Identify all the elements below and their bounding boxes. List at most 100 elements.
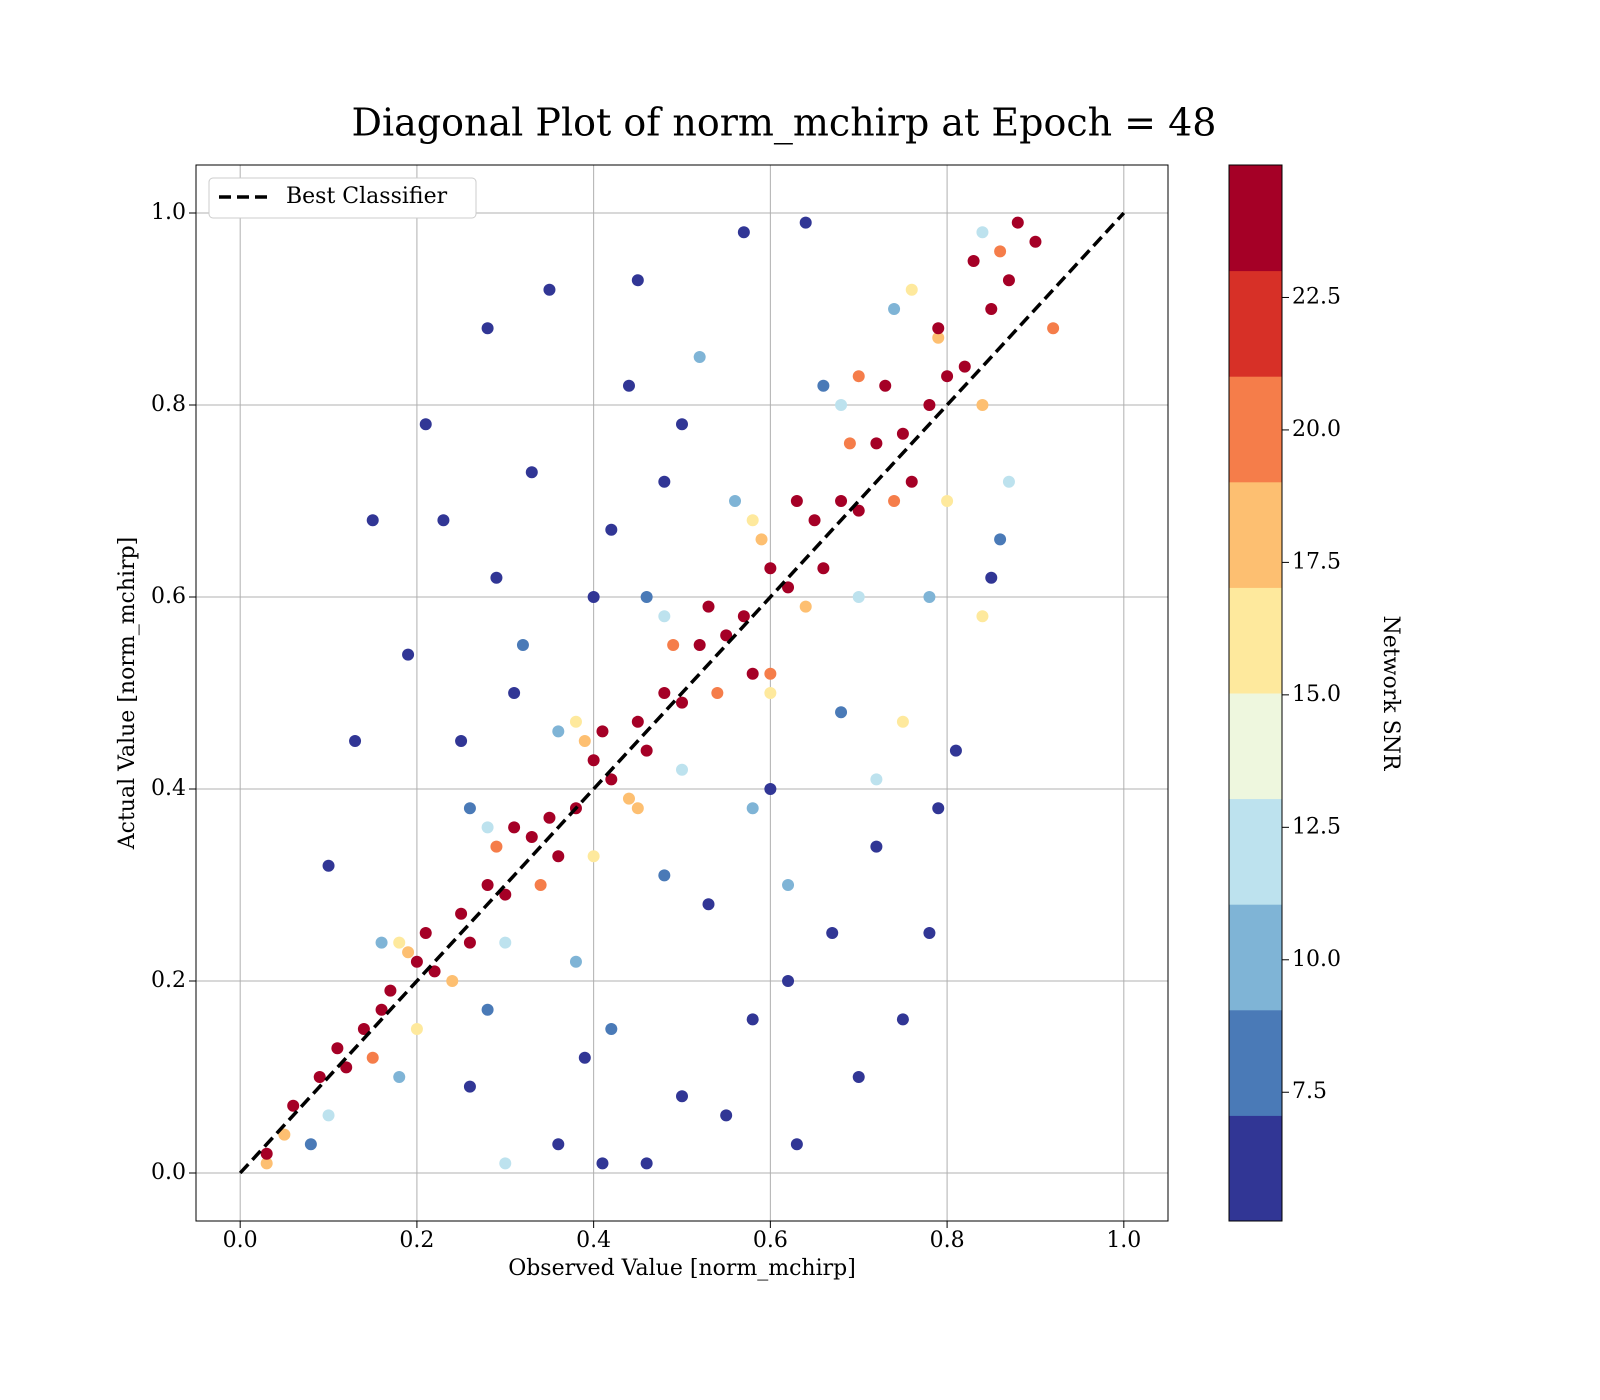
scatter-point [905, 475, 918, 488]
colorbar-segment [1229, 270, 1282, 377]
scatter-point [596, 1157, 609, 1170]
scatter-point [720, 629, 733, 642]
scatter-point [605, 773, 618, 786]
scatter-point [923, 927, 936, 939]
scatter-point [1029, 235, 1042, 248]
scatter-point [499, 888, 512, 901]
scatter-point [702, 898, 715, 911]
scatter-point [304, 1138, 317, 1151]
y-tick-label: 0.2 [151, 968, 186, 993]
scatter-point [994, 533, 1007, 546]
scatter-point [976, 610, 989, 623]
scatter-point [896, 1013, 909, 1026]
scatter-point [419, 927, 432, 939]
scatter-point [569, 955, 582, 968]
scatter-point [410, 955, 423, 968]
scatter-point [508, 687, 521, 699]
scatter-point [463, 802, 476, 815]
legend-box [208, 177, 477, 219]
scatter-point [985, 303, 998, 315]
scatter-point [737, 226, 750, 239]
chart-title: Diagonal Plot of norm_mchirp at Epoch = … [352, 101, 1217, 146]
scatter-point [587, 591, 600, 603]
scatter-point [455, 907, 468, 920]
scatter-point [278, 1128, 291, 1141]
scatter-point [896, 715, 909, 728]
scatter-point [711, 687, 724, 699]
x-tick-label: 1.0 [1106, 1228, 1141, 1253]
scatter-point [596, 725, 609, 738]
scatter-point [640, 1157, 653, 1170]
scatter-point [870, 437, 883, 450]
scatter-point [746, 667, 759, 680]
scatter-point [384, 984, 397, 997]
scatter-point [676, 418, 688, 431]
scatter-point [631, 802, 644, 815]
scatter-point [755, 533, 768, 546]
scatter-point [552, 1138, 565, 1151]
scatter-point [622, 379, 635, 392]
scatter-point [976, 226, 989, 239]
scatter-point [746, 802, 759, 815]
colorbar-segment [1229, 1115, 1282, 1222]
scatter-point [764, 562, 777, 575]
scatter-point [419, 418, 432, 431]
scatter-point [393, 936, 406, 949]
scatter-point [481, 322, 494, 335]
scatter-point [481, 879, 494, 891]
colorbar-tick-label: 17.5 [1292, 549, 1341, 574]
scatter-point [896, 427, 909, 440]
scatter-point [941, 370, 954, 383]
scatter-point [260, 1157, 273, 1170]
scatter-point [932, 802, 945, 815]
scatter-point [578, 735, 591, 747]
scatter-point [499, 1157, 512, 1170]
scatter-point [888, 303, 901, 315]
scatter-point [764, 783, 777, 795]
scatter-point [543, 811, 556, 824]
scatter-point [366, 514, 379, 527]
scatter-point [817, 562, 830, 575]
scatter-point [782, 879, 795, 891]
scatter-point [481, 821, 494, 834]
scatter-point [287, 1099, 300, 1112]
scatter-point [676, 696, 688, 709]
scatter-point [1002, 475, 1015, 488]
scatter-point [587, 754, 600, 767]
scatter-point [516, 639, 529, 651]
scatter-point [835, 706, 848, 719]
colorbar-tick-label: 20.0 [1292, 417, 1341, 442]
scatter-point [640, 744, 653, 757]
scatter-point [490, 840, 503, 853]
scatter-point [746, 514, 759, 527]
scatter-point [676, 763, 688, 776]
colorbar-segment [1229, 481, 1282, 588]
scatter-point [499, 936, 512, 949]
scatter-point [1011, 216, 1024, 229]
scatter-point [543, 283, 556, 296]
colorbar-frame [1228, 164, 1283, 1222]
scatter-point [393, 1071, 406, 1083]
scatter-point [720, 1109, 733, 1122]
scatter-point [375, 936, 388, 949]
scatter-point [746, 1013, 759, 1026]
y-tick-label: 0.8 [151, 392, 186, 417]
scatter-point [790, 495, 803, 507]
scatter-point [799, 216, 812, 229]
colorbar-segment [1229, 165, 1282, 272]
scatter-point [331, 1042, 344, 1055]
scatter-point [967, 255, 980, 267]
scatter-point [764, 667, 777, 680]
scatter-point [490, 571, 503, 584]
scatter-point [702, 600, 715, 613]
scatter-point [799, 600, 812, 613]
scatter-point [958, 360, 971, 373]
colorbar-segment [1229, 693, 1282, 800]
scatter-point [640, 591, 653, 603]
scatter-point [994, 245, 1007, 258]
y-tick-label: 0.6 [151, 584, 186, 609]
scatter-point [888, 495, 901, 507]
scatter-point [835, 495, 848, 507]
colorbar-tick-label: 10.0 [1292, 947, 1341, 972]
